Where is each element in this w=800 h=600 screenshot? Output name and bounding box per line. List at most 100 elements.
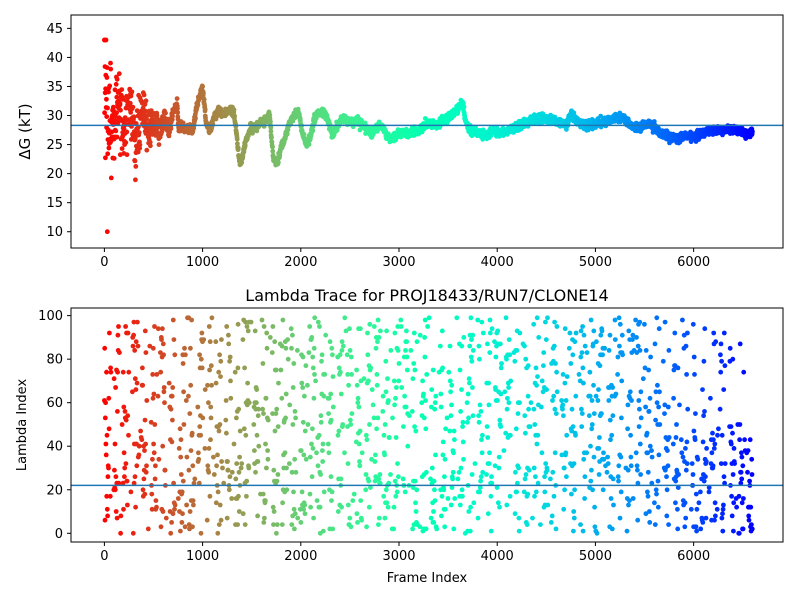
lambda-point — [132, 376, 138, 382]
lambda-point — [734, 504, 739, 510]
lambda-point — [102, 345, 108, 351]
lambda-point — [708, 395, 713, 401]
lambda-point — [704, 446, 709, 451]
lambda-point — [330, 374, 336, 379]
lambda-point — [207, 339, 213, 345]
lambda-point — [123, 324, 128, 329]
lambda-point — [719, 432, 725, 438]
lambda-point — [625, 426, 630, 432]
lambda-point — [670, 441, 676, 447]
lambda-point — [284, 487, 290, 493]
lambda-point — [291, 506, 297, 512]
lambda-point — [412, 424, 417, 429]
lambda-point — [488, 528, 494, 534]
lambda-point — [184, 454, 190, 460]
lambda-point — [106, 395, 112, 401]
lambda-point — [731, 446, 737, 451]
lambda-point — [213, 380, 219, 386]
lambda-point — [292, 456, 298, 462]
lambda-point — [384, 500, 390, 506]
lambda-point — [400, 476, 406, 482]
lambda-point — [215, 452, 220, 458]
delta-g-point — [119, 146, 125, 152]
lambda-point — [517, 400, 522, 406]
lambda-point — [317, 324, 322, 329]
lambda-point — [179, 489, 185, 495]
lambda-point — [476, 413, 481, 419]
lambda-point — [698, 489, 703, 495]
lambda-point — [749, 456, 755, 462]
lambda-point — [580, 528, 586, 534]
lambda-point — [336, 365, 342, 371]
lambda-point — [329, 345, 335, 351]
lambda-point — [626, 328, 632, 334]
lambda-point — [513, 469, 518, 475]
lambda-point — [279, 522, 285, 527]
delta-g-point — [268, 119, 273, 125]
lambda-point — [367, 422, 372, 427]
lambda-point — [130, 343, 136, 349]
delta-g-point — [102, 110, 107, 116]
lambda-point — [421, 415, 427, 421]
lambda-point — [656, 452, 662, 458]
lambda-point — [637, 348, 643, 353]
lambda-point — [625, 402, 631, 408]
delta-g-point — [193, 116, 198, 121]
lambda-point — [647, 509, 652, 514]
lambda-point — [125, 502, 130, 508]
lambda-point — [719, 358, 724, 364]
lambda-point — [662, 411, 667, 416]
lambda-point — [261, 411, 266, 416]
lambda-point — [395, 348, 401, 353]
lambda-point — [410, 526, 415, 532]
lambda-point — [430, 367, 436, 373]
lambda-point — [646, 409, 652, 414]
lambda-point — [747, 437, 753, 443]
lambda-point — [124, 478, 130, 484]
lambda-point — [170, 317, 176, 323]
lambda-point — [413, 428, 419, 434]
lambda-point — [263, 441, 268, 447]
lambda-point — [497, 417, 503, 423]
lambda-point — [630, 337, 635, 342]
lambda-point — [410, 376, 416, 382]
lambda-point — [217, 502, 223, 508]
lambda-point — [423, 426, 429, 432]
lambda-point — [597, 435, 602, 440]
lambda-point — [318, 419, 324, 425]
lambda-point — [562, 487, 567, 493]
lambda-y-axis-label: Lambda Index — [15, 379, 30, 472]
lambda-point — [138, 428, 144, 434]
delta-g-point — [104, 65, 110, 70]
lambda-point — [285, 356, 291, 362]
delta-g-point — [148, 143, 153, 149]
lambda-point — [189, 430, 195, 436]
lambda-point — [158, 524, 164, 530]
lambda-point — [437, 343, 443, 349]
lambda-point — [666, 435, 672, 440]
lambda-point — [278, 367, 284, 373]
lambda-point — [532, 422, 538, 427]
lambda-point — [675, 526, 681, 532]
lambda-point — [638, 415, 644, 421]
lambda-point — [683, 515, 689, 521]
lambda-point — [635, 517, 641, 523]
lambda-point — [260, 406, 265, 412]
lambda-point — [292, 511, 298, 517]
lambda-point — [264, 345, 270, 351]
y-tick-label: 35 — [46, 80, 63, 95]
lambda-point — [399, 385, 405, 390]
lambda-point — [345, 502, 351, 508]
lambda-point — [298, 520, 304, 525]
lambda-point — [318, 413, 324, 419]
lambda-point — [414, 487, 420, 493]
lambda-point — [301, 452, 307, 458]
lambda-point — [571, 509, 577, 514]
delta-g-point — [113, 128, 119, 134]
lambda-point — [673, 435, 679, 440]
lambda-point — [372, 459, 378, 464]
lambda-point — [371, 324, 377, 329]
lambda-point — [440, 452, 446, 458]
y-tick-label: 40 — [46, 440, 63, 455]
lambda-point — [380, 393, 386, 399]
